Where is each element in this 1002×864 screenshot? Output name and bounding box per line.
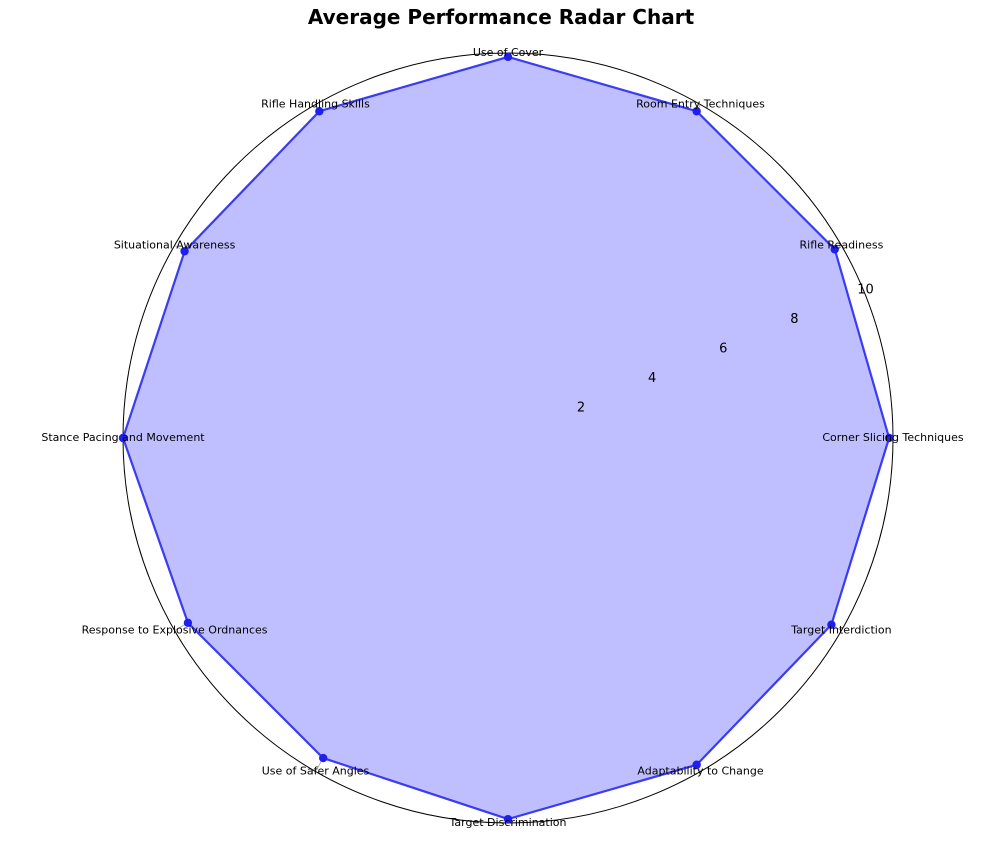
radial-tick-label: 4 — [648, 371, 656, 386]
category-label: Target Interdiction — [790, 624, 891, 637]
category-label: Adaptability to Change — [637, 764, 763, 777]
data-point — [503, 814, 513, 824]
category-label: Use of Cover — [473, 46, 544, 59]
category-label: Rifle Handling Skills — [261, 98, 370, 111]
category-label: Situational Awareness — [114, 239, 236, 252]
chart-title: Average Performance Radar Chart — [307, 5, 695, 29]
data-point — [692, 760, 701, 769]
series-area — [123, 56, 890, 820]
data-point — [692, 107, 701, 116]
data-point — [315, 107, 324, 116]
data-point — [118, 433, 128, 443]
radial-tick-label: 8 — [790, 312, 798, 327]
radial-tick-label: 10 — [857, 282, 874, 297]
category-label: Rifle Readiness — [800, 239, 884, 252]
category-label: Corner Slicing Techniques — [822, 431, 964, 444]
category-label: Target Discrimination — [449, 816, 567, 829]
data-point — [180, 247, 189, 256]
data-point — [503, 52, 513, 62]
data-point — [183, 618, 193, 627]
category-label: Stance Pacing and Movement — [41, 431, 205, 444]
category-label: Room Entry Techniques — [636, 98, 765, 111]
data-point — [884, 433, 894, 443]
radial-tick-label: 2 — [577, 400, 585, 415]
radial-tick-label: 6 — [719, 341, 727, 356]
data-point — [827, 620, 836, 629]
category-label: Use of Safer Angles — [262, 764, 370, 777]
data-point — [319, 753, 328, 763]
data-point — [830, 245, 839, 254]
category-label: Response to Explosive Ordnances — [82, 624, 268, 637]
